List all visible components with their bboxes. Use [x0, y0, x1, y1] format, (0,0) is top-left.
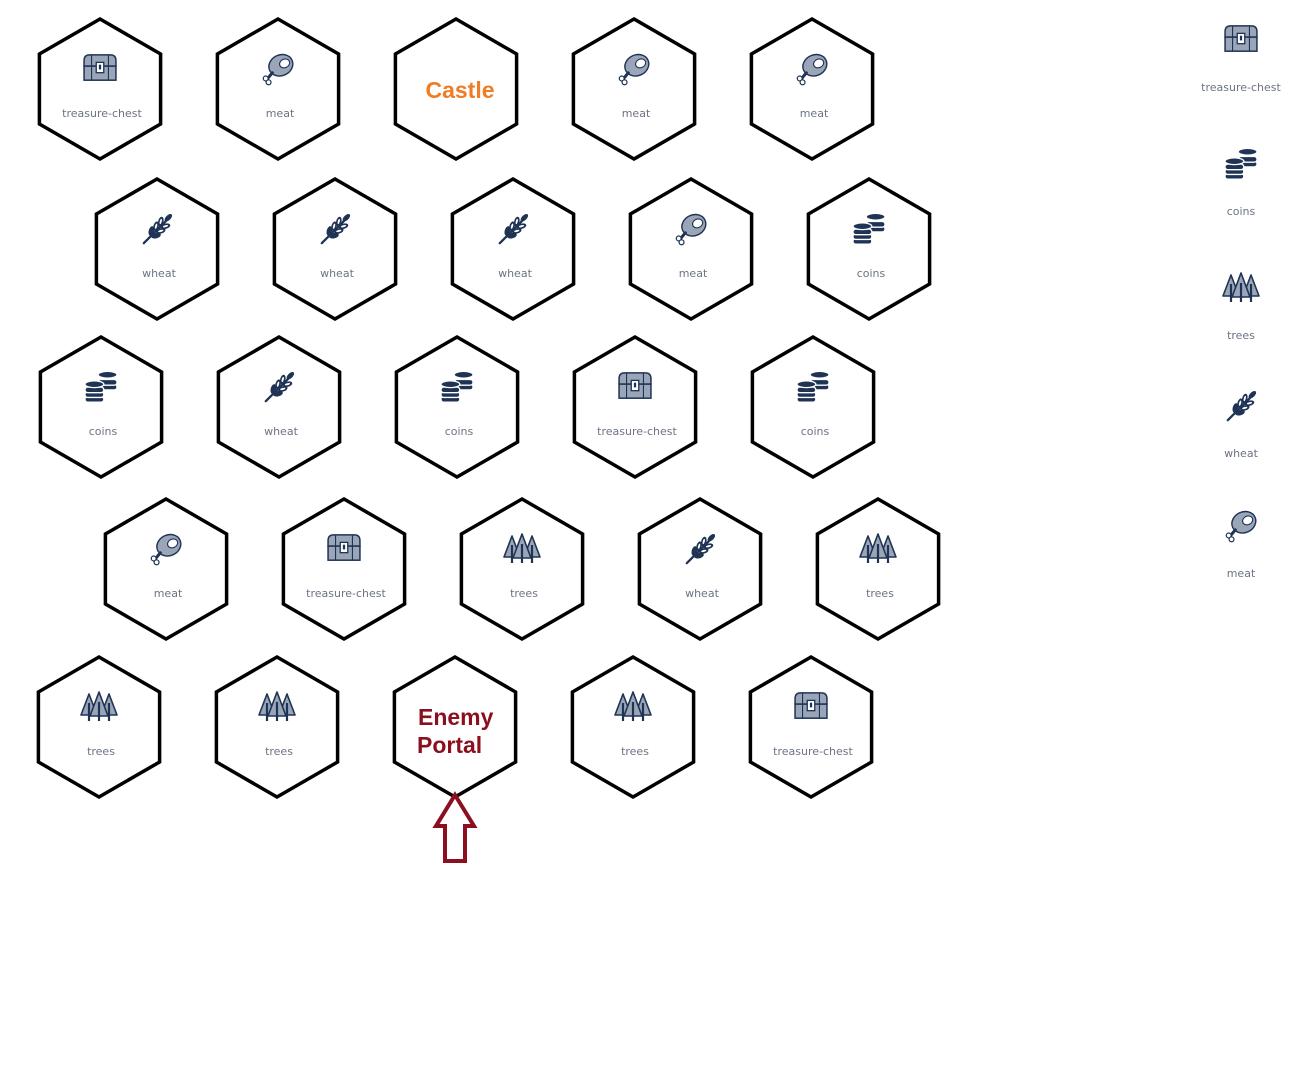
- hex-outline: [570, 654, 696, 800]
- tile-label: treasure-chest: [597, 425, 677, 438]
- wheat-icon: [1226, 388, 1259, 422]
- hex-outline: [450, 176, 576, 322]
- hex-outline: [281, 496, 407, 642]
- treasure-chest-icon: [83, 54, 117, 81]
- hex-tile-trees[interactable]: trees: [459, 496, 585, 642]
- legend-label: coins: [1226, 205, 1256, 218]
- tile-label: wheat: [685, 587, 719, 600]
- legend-item-coins: coins: [1186, 147, 1296, 228]
- castle-tile[interactable]: Castle: [393, 16, 519, 162]
- treasure-chest-icon: [794, 692, 828, 719]
- hex-outline: [749, 16, 875, 162]
- arrow-up-icon: [434, 793, 476, 863]
- hex-outline: [459, 496, 585, 642]
- special-markers: [434, 793, 476, 863]
- hex-outline: [393, 16, 519, 162]
- tile-label: meat: [622, 107, 651, 120]
- trees-icon: [1221, 271, 1261, 304]
- hex-tile-trees[interactable]: trees: [815, 496, 941, 642]
- legend-label: meat: [1226, 567, 1256, 580]
- tile-label: trees: [866, 587, 894, 600]
- hex-tile-coins[interactable]: coins: [394, 334, 520, 480]
- treasure-chest-icon: [618, 372, 652, 399]
- legend-item-treasure-chest: treasure-chest: [1186, 24, 1296, 104]
- coins-icon: [1224, 147, 1258, 180]
- legend-label: trees: [1227, 329, 1255, 342]
- tile-label: trees: [265, 745, 293, 758]
- hex-tile-wheat[interactable]: wheat: [94, 176, 220, 322]
- tile-label: wheat: [142, 267, 176, 280]
- hex-tile-treasure-chest[interactable]: treasure-chest: [281, 496, 407, 642]
- tile-label: trees: [87, 745, 115, 758]
- hex-tile-coins[interactable]: coins: [38, 334, 164, 480]
- hex-tiles: treasure-chest meat Castle meat meat wheat whe…: [36, 16, 941, 800]
- hex-outline: [748, 654, 874, 800]
- hex-outline: [36, 654, 162, 800]
- hex-outline: [215, 16, 341, 162]
- hex-tile-treasure-chest[interactable]: treasure-chest: [748, 654, 874, 800]
- tile-label: wheat: [264, 425, 298, 438]
- hex-outline: [628, 176, 754, 322]
- hex-outline: [38, 334, 164, 480]
- hex-tile-wheat[interactable]: wheat: [637, 496, 763, 642]
- tile-label: meat: [266, 107, 295, 120]
- hex-tile-meat[interactable]: meat: [749, 16, 875, 162]
- hex-tile-meat[interactable]: meat: [215, 16, 341, 162]
- hex-outline: [572, 334, 698, 480]
- tile-label: meat: [679, 267, 708, 280]
- tile-label: coins: [801, 425, 830, 438]
- enemy-portal-label-line: Enemy: [418, 704, 494, 730]
- tile-label: treasure-chest: [773, 745, 853, 758]
- hex-tile-wheat[interactable]: wheat: [216, 334, 342, 480]
- tile-label: treasure-chest: [306, 587, 386, 600]
- tile-label: coins: [89, 425, 118, 438]
- hex-outline: [815, 496, 941, 642]
- tile-label: trees: [510, 587, 538, 600]
- hex-tile-treasure-chest[interactable]: treasure-chest: [37, 16, 163, 162]
- tile-label: coins: [445, 425, 474, 438]
- hex-tile-coins[interactable]: coins: [750, 334, 876, 480]
- hex-tile-wheat[interactable]: wheat: [272, 176, 398, 322]
- tile-label: trees: [621, 745, 649, 758]
- legend-item-meat: meat: [1186, 506, 1296, 590]
- legend-item-wheat: wheat: [1186, 388, 1296, 470]
- hex-tile-wheat[interactable]: wheat: [450, 176, 576, 322]
- meat-icon: [1224, 506, 1261, 544]
- hex-tile-meat[interactable]: meat: [571, 16, 697, 162]
- hex-outline: [637, 496, 763, 642]
- hex-outline: [216, 334, 342, 480]
- tile-label: wheat: [498, 267, 532, 280]
- hex-tile-trees[interactable]: trees: [570, 654, 696, 800]
- tile-label: meat: [154, 587, 183, 600]
- enemy-portal-label-line: Portal: [417, 732, 482, 758]
- treasure-chest-icon: [327, 534, 361, 561]
- hex-outline: [214, 654, 340, 800]
- legend-label: wheat: [1224, 447, 1258, 460]
- hex-tile-treasure-chest[interactable]: treasure-chest: [572, 334, 698, 480]
- hex-tile-meat[interactable]: meat: [103, 496, 229, 642]
- hex-outline: [394, 334, 520, 480]
- legend-item-trees: trees: [1186, 271, 1296, 352]
- hex-outline: [103, 496, 229, 642]
- hex-outline: [571, 16, 697, 162]
- tile-label: treasure-chest: [62, 107, 142, 120]
- legend-label: treasure-chest: [1201, 81, 1281, 94]
- tile-label: coins: [857, 267, 886, 280]
- treasure-chest-icon: [1224, 25, 1258, 52]
- hex-outline: [94, 176, 220, 322]
- hex-tile-meat[interactable]: meat: [628, 176, 754, 322]
- hex-tile-trees[interactable]: trees: [36, 654, 162, 800]
- hex-outline: [272, 176, 398, 322]
- hex-outline: [37, 16, 163, 162]
- hex-tile-coins[interactable]: coins: [806, 176, 932, 322]
- tile-label: wheat: [320, 267, 354, 280]
- hex-outline: [806, 176, 932, 322]
- castle-label: Castle: [425, 77, 494, 103]
- hex-outline: [750, 334, 876, 480]
- tile-label: meat: [800, 107, 829, 120]
- hex-tile-trees[interactable]: trees: [214, 654, 340, 800]
